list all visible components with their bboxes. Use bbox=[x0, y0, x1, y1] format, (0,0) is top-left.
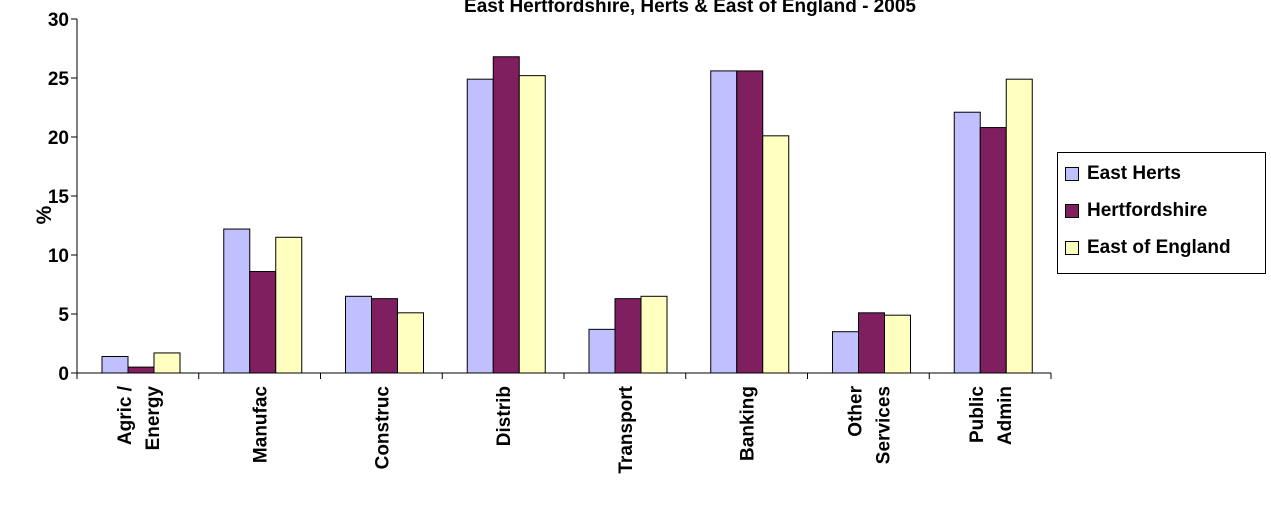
bar bbox=[736, 70, 764, 374]
y-axis-ticks: 0 5 10 15 20 25 30 bbox=[48, 10, 77, 385]
x-tick-label: Construc bbox=[372, 386, 393, 470]
bar bbox=[832, 331, 859, 374]
bar bbox=[275, 236, 303, 374]
x-tick-label: Banking bbox=[738, 386, 759, 461]
chart-title: East Hertfordshire, Herts & East of Engl… bbox=[464, 0, 916, 17]
bar bbox=[1005, 78, 1033, 374]
x-tick-label: Agric / Energy bbox=[115, 385, 164, 450]
bar bbox=[614, 298, 642, 374]
x-tick-label-line: Energy bbox=[143, 386, 164, 451]
x-tick-label-line: Manufac bbox=[251, 386, 272, 464]
x-axis-labels: Agric / Energy Manufac Construc Distrib Trans… bbox=[115, 385, 1016, 473]
bar bbox=[640, 295, 668, 374]
x-tick-label-line: Services bbox=[873, 386, 894, 464]
x-tick-label-line: Admin bbox=[995, 386, 1016, 445]
bar bbox=[953, 111, 981, 374]
legend-label: Hertfordshire bbox=[1087, 200, 1208, 221]
legend-label: East Herts bbox=[1087, 163, 1181, 184]
axes bbox=[76, 19, 1052, 379]
y-tick-label: 25 bbox=[48, 69, 70, 90]
bar bbox=[397, 312, 424, 374]
bar bbox=[371, 298, 398, 374]
bar bbox=[858, 312, 885, 374]
x-tick-label: Manufac bbox=[251, 386, 272, 464]
bar bbox=[979, 127, 1007, 374]
bar bbox=[588, 328, 616, 374]
bar bbox=[466, 78, 494, 374]
y-tick-label: 30 bbox=[48, 10, 69, 31]
x-tick-label: Transport bbox=[616, 385, 637, 473]
bar bbox=[101, 355, 129, 374]
x-tick-label-line: Agric / bbox=[115, 385, 136, 445]
x-tick-label: Other Services bbox=[845, 385, 894, 464]
bar bbox=[345, 295, 372, 374]
legend-label: East of England bbox=[1087, 237, 1231, 258]
bar bbox=[492, 56, 520, 374]
x-tick-label-line: Construc bbox=[372, 386, 393, 470]
bar bbox=[127, 366, 155, 374]
legend-item: East of England bbox=[1065, 236, 1231, 260]
y-tick-label: 10 bbox=[48, 246, 69, 267]
legend-swatch bbox=[1065, 167, 1079, 181]
bar bbox=[153, 352, 181, 374]
legend-item: East Herts bbox=[1065, 162, 1181, 186]
x-tick-label-line: Banking bbox=[738, 386, 759, 461]
x-tick-label-line: Transport bbox=[616, 385, 637, 473]
bar bbox=[223, 228, 251, 374]
bar bbox=[249, 271, 277, 374]
bar bbox=[518, 75, 546, 374]
y-tick-label: 15 bbox=[48, 187, 70, 208]
y-tick-label: 0 bbox=[58, 364, 69, 385]
bars bbox=[101, 56, 1033, 374]
bar bbox=[710, 70, 738, 374]
x-tick-label-line: Other bbox=[845, 385, 866, 436]
legend-swatch bbox=[1065, 241, 1079, 255]
y-axis-label: % bbox=[33, 205, 56, 224]
x-tick-label: Public Admin bbox=[967, 386, 1016, 446]
x-tick-label-line: Public bbox=[967, 386, 988, 443]
y-tick-label: 5 bbox=[58, 305, 69, 326]
x-tick-label: Distrib bbox=[494, 386, 515, 446]
bar bbox=[762, 135, 790, 374]
legend: East Herts Hertfordshire East of England bbox=[1057, 152, 1266, 274]
bar bbox=[884, 314, 911, 374]
y-tick-label: 20 bbox=[48, 128, 69, 149]
x-tick-label-line: Distrib bbox=[494, 386, 515, 446]
legend-swatch bbox=[1065, 204, 1079, 218]
legend-item: Hertfordshire bbox=[1065, 199, 1207, 223]
